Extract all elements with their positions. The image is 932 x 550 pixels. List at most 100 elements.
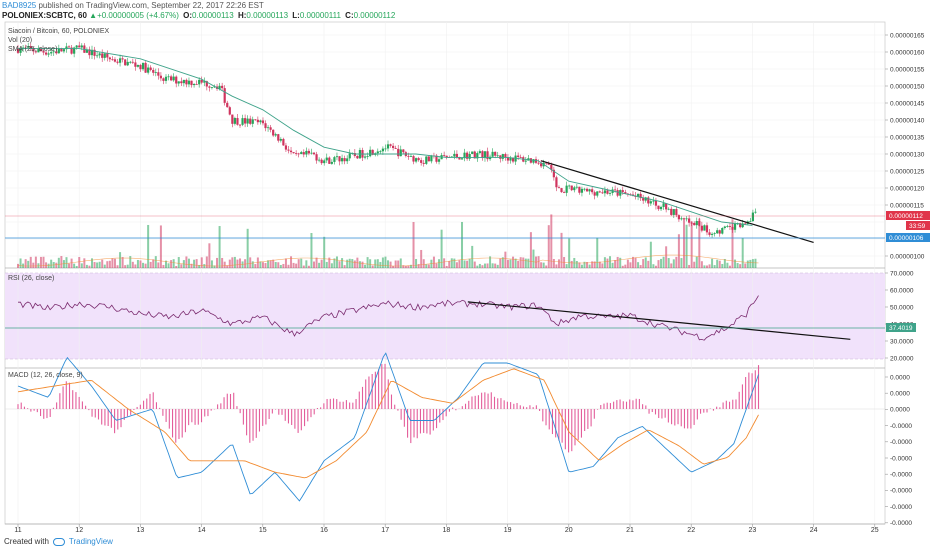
volume-bar <box>445 265 448 268</box>
volume-bar <box>154 256 157 268</box>
candle-body <box>282 138 285 146</box>
candle-body <box>85 49 88 53</box>
volume-bar <box>575 261 578 268</box>
volume-bar <box>744 263 747 268</box>
candle-body <box>269 127 272 130</box>
volume-bar <box>325 261 328 268</box>
volume-bar <box>305 260 308 268</box>
time-axis-label: 24 <box>810 527 818 534</box>
volume-bar <box>282 263 285 268</box>
price-axis[interactable]: 0.00000165 0.00000160 0.00000155 0.00000150… <box>885 32 925 260</box>
rsi-axis-label: 50.0000 <box>890 304 914 311</box>
macd-axis[interactable]: 0.0000 0.0000 0.0000 -0.0000 -0.0000 -0.0000 -… <box>885 374 912 527</box>
candle-body <box>649 201 652 204</box>
candle-body <box>363 156 367 158</box>
price-marker-badge <box>886 233 930 242</box>
open-label: O: <box>183 11 193 20</box>
created-with-text: Created with <box>4 537 49 546</box>
volume-bar <box>111 258 114 268</box>
candle-body <box>289 150 293 153</box>
price-axis-label: 0.00000135 <box>890 134 925 141</box>
candle-body <box>70 47 73 54</box>
volume-bar <box>374 259 377 268</box>
candle-body <box>340 158 344 162</box>
candle-body <box>647 197 650 204</box>
volume-bar <box>185 256 188 268</box>
price-axis-label: 0.00000150 <box>890 83 925 90</box>
time-axis-label: 14 <box>198 527 206 534</box>
volume-bar <box>244 259 247 268</box>
rsi-band <box>5 273 885 359</box>
candle-body <box>427 156 430 162</box>
volume-bar <box>672 259 675 268</box>
volume-bar <box>527 258 530 268</box>
price-trendline[interactable] <box>541 160 814 243</box>
volume-bar <box>552 258 555 268</box>
volume-bar <box>509 259 512 268</box>
volume-bar <box>570 260 573 268</box>
rsi-axis[interactable]: 70.000060.000050.000040.000030.000020.00… <box>885 270 914 362</box>
symbol-label: POLONIEX:SCBTC, 60 <box>2 11 87 20</box>
rsi-trendline[interactable] <box>467 301 851 340</box>
volume-bar <box>103 264 106 268</box>
volume-bar <box>506 259 509 268</box>
volume-bar <box>295 263 298 268</box>
tradingview-link[interactable]: TradingView <box>68 537 113 546</box>
volume-bar <box>580 264 583 268</box>
candle-body <box>24 47 27 49</box>
volume-bar <box>667 258 670 268</box>
candle-body <box>455 153 459 158</box>
candle-body <box>463 152 466 159</box>
volume-bar <box>256 257 259 268</box>
candle-body <box>430 155 433 162</box>
volume-bar <box>749 259 752 268</box>
volume-bar <box>547 225 550 268</box>
candle-body <box>675 209 678 216</box>
volume-bar <box>98 261 101 268</box>
volume-bar <box>519 257 522 268</box>
macd-axis-label: 0.0000 <box>890 391 910 398</box>
volume-bar <box>162 264 165 268</box>
volume-bar <box>19 258 22 268</box>
volume-bar <box>193 259 196 268</box>
sma-line <box>18 48 753 226</box>
volume-bar <box>529 232 532 268</box>
candle-body <box>65 46 68 50</box>
volume-bar <box>616 256 619 268</box>
candle-body <box>654 200 658 206</box>
volume-bar <box>619 257 622 268</box>
candle-body <box>532 159 535 163</box>
candle-body <box>226 102 229 108</box>
candle-body <box>494 151 497 156</box>
candle-body <box>407 155 410 157</box>
volume-bar <box>716 259 719 268</box>
candle-body <box>50 52 53 54</box>
volume-bar <box>734 259 737 268</box>
time-axis-label: 18 <box>443 527 451 534</box>
volume-bar <box>108 260 111 268</box>
volume-bar <box>269 260 272 268</box>
volume-bar <box>499 258 502 268</box>
sma-legend: SMA (25, close) <box>8 46 57 53</box>
candle-body <box>557 187 561 189</box>
volume-bar <box>450 258 453 268</box>
candle-body <box>131 61 134 63</box>
volume-bar <box>330 263 333 268</box>
volume-bar <box>88 265 91 268</box>
candle-body <box>305 150 308 155</box>
time-axis[interactable]: 11 12 13 14 15 16 17 18 19 20 21 22 23 24 25 <box>5 523 885 534</box>
volume-bar <box>537 256 540 268</box>
candle-body <box>672 209 675 215</box>
volume-bar <box>381 257 384 268</box>
candle-body <box>320 159 323 164</box>
volume-bar <box>175 265 178 268</box>
author-link[interactable]: BAD8925 <box>2 1 37 10</box>
volume-bar <box>147 224 150 268</box>
volume-bar <box>198 264 201 268</box>
candle-body <box>93 49 96 56</box>
candle-body <box>695 221 698 226</box>
volume-bar <box>167 263 170 268</box>
candle-body <box>511 157 515 162</box>
candle-body <box>517 155 520 158</box>
